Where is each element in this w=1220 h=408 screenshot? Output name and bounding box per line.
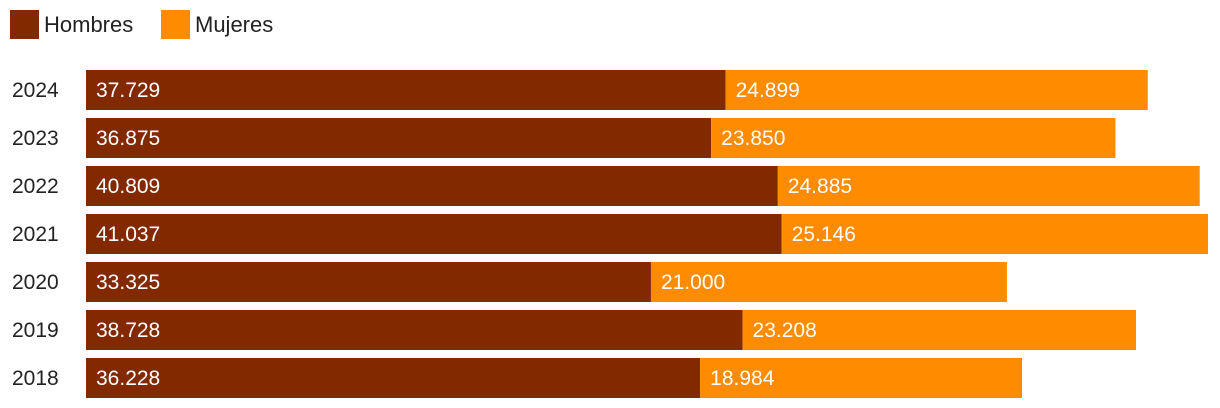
bar-hombres-2023 — [86, 118, 712, 158]
bar-mujeres-2018 — [700, 358, 1023, 398]
legend-swatch-hombres — [10, 10, 39, 39]
legend-swatch-mujeres — [161, 10, 190, 39]
bar-value-label: 36.875 — [96, 127, 160, 150]
bar-value-label: 21.000 — [661, 271, 725, 294]
bar-value-label: 40.809 — [96, 175, 160, 198]
legend-label-hombres: Hombres — [44, 12, 133, 37]
bar-mujeres-2024 — [725, 70, 1148, 110]
bar-value-label: 33.325 — [96, 271, 160, 294]
year-label: 2019 — [12, 319, 59, 342]
bar-hombres-2018 — [86, 358, 701, 398]
legend: Hombres Mujeres — [10, 10, 273, 39]
bar-value-label: 24.899 — [736, 79, 800, 102]
bar-value-label: 23.850 — [721, 127, 785, 150]
bar-hombres-2022 — [86, 166, 778, 206]
year-label: 2020 — [12, 271, 59, 294]
year-label: 2024 — [12, 79, 59, 102]
bar-hombres-2024 — [86, 70, 726, 110]
bar-value-label: 18.984 — [710, 367, 775, 390]
bar-mujeres-2020 — [650, 262, 1007, 302]
bar-mujeres-2023 — [711, 118, 1116, 158]
bars: 2024 37.729 24.899 2023 36.875 23.850 2022 40.8… — [12, 70, 1208, 398]
bar-value-label: 36.228 — [96, 367, 160, 390]
bar-hombres-2020 — [86, 262, 651, 302]
bar-mujeres-2022 — [777, 166, 1200, 206]
year-label: 2023 — [12, 127, 59, 150]
bar-mujeres-2019 — [742, 310, 1137, 350]
bar-value-label: 38.728 — [96, 319, 160, 342]
bar-hombres-2019 — [86, 310, 743, 350]
bar-value-label: 25.146 — [792, 223, 856, 246]
year-label: 2021 — [12, 223, 59, 246]
bar-value-label: 37.729 — [96, 79, 160, 102]
bar-mujeres-2021 — [781, 214, 1208, 254]
bar-hombres-2021 — [86, 214, 782, 254]
year-label: 2022 — [12, 175, 59, 198]
legend-label-mujeres: Mujeres — [195, 12, 273, 37]
bar-value-label: 41.037 — [96, 223, 160, 246]
year-label: 2018 — [12, 367, 59, 390]
bar-value-label: 24.885 — [788, 175, 852, 198]
bar-value-label: 23.208 — [753, 319, 817, 342]
